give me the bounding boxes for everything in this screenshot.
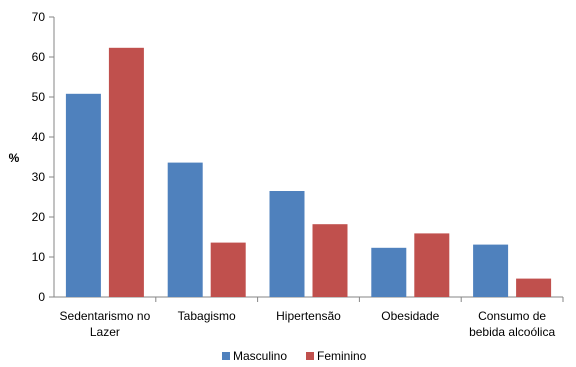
category-label: Obesidade <box>381 309 439 323</box>
category-label: Consumo de bebida alcoólica <box>469 309 555 339</box>
legend-label-masculino: Masculino <box>233 349 287 363</box>
y-tick-label: 10 <box>32 250 46 264</box>
y-tick-label: 30 <box>32 170 46 184</box>
legend-swatch-masculino <box>222 352 230 360</box>
bar-feminino-3 <box>414 233 450 297</box>
y-tick-label: 50 <box>32 90 46 104</box>
category-labels: Sedentarismo no Lazer Tabagismo Hipertensão… <box>60 309 556 339</box>
category-label-line: Sedentarismo no <box>60 309 151 323</box>
bars <box>65 47 564 302</box>
bar-feminino-2 <box>312 224 348 297</box>
category-label-line: bebida alcoólica <box>469 325 555 339</box>
bar-masculino-1 <box>167 162 203 297</box>
legend: Masculino Feminino <box>222 349 367 363</box>
category-label-line: Obesidade <box>381 309 439 323</box>
bar-masculino-2 <box>269 191 305 297</box>
y-ticks: 0 10 20 30 40 50 60 70 <box>32 10 54 304</box>
legend-swatch-feminino <box>306 352 314 360</box>
y-axis-label: % <box>9 151 20 165</box>
category-label: Tabagismo <box>178 309 236 323</box>
y-tick-label: 20 <box>32 210 46 224</box>
category-label-line: Hipertensão <box>276 309 341 323</box>
bar-feminino-1 <box>210 242 246 297</box>
category-label-line: Consumo de <box>478 309 546 323</box>
bar-masculino-4 <box>473 244 509 297</box>
legend-label-feminino: Feminino <box>317 349 367 363</box>
category-label: Hipertensão <box>276 309 341 323</box>
y-tick-label: 0 <box>38 290 45 304</box>
category-label-line: Tabagismo <box>178 309 236 323</box>
y-tick-label: 70 <box>32 10 46 24</box>
bar-masculino-0 <box>65 93 101 297</box>
bar-masculino-3 <box>371 247 407 297</box>
y-tick-label: 60 <box>32 50 46 64</box>
category-label-line: Lazer <box>90 325 120 339</box>
category-label: Sedentarismo no Lazer <box>60 309 151 339</box>
y-tick-label: 40 <box>32 130 46 144</box>
bar-feminino-0 <box>108 47 144 297</box>
bar-feminino-4 <box>516 278 552 297</box>
